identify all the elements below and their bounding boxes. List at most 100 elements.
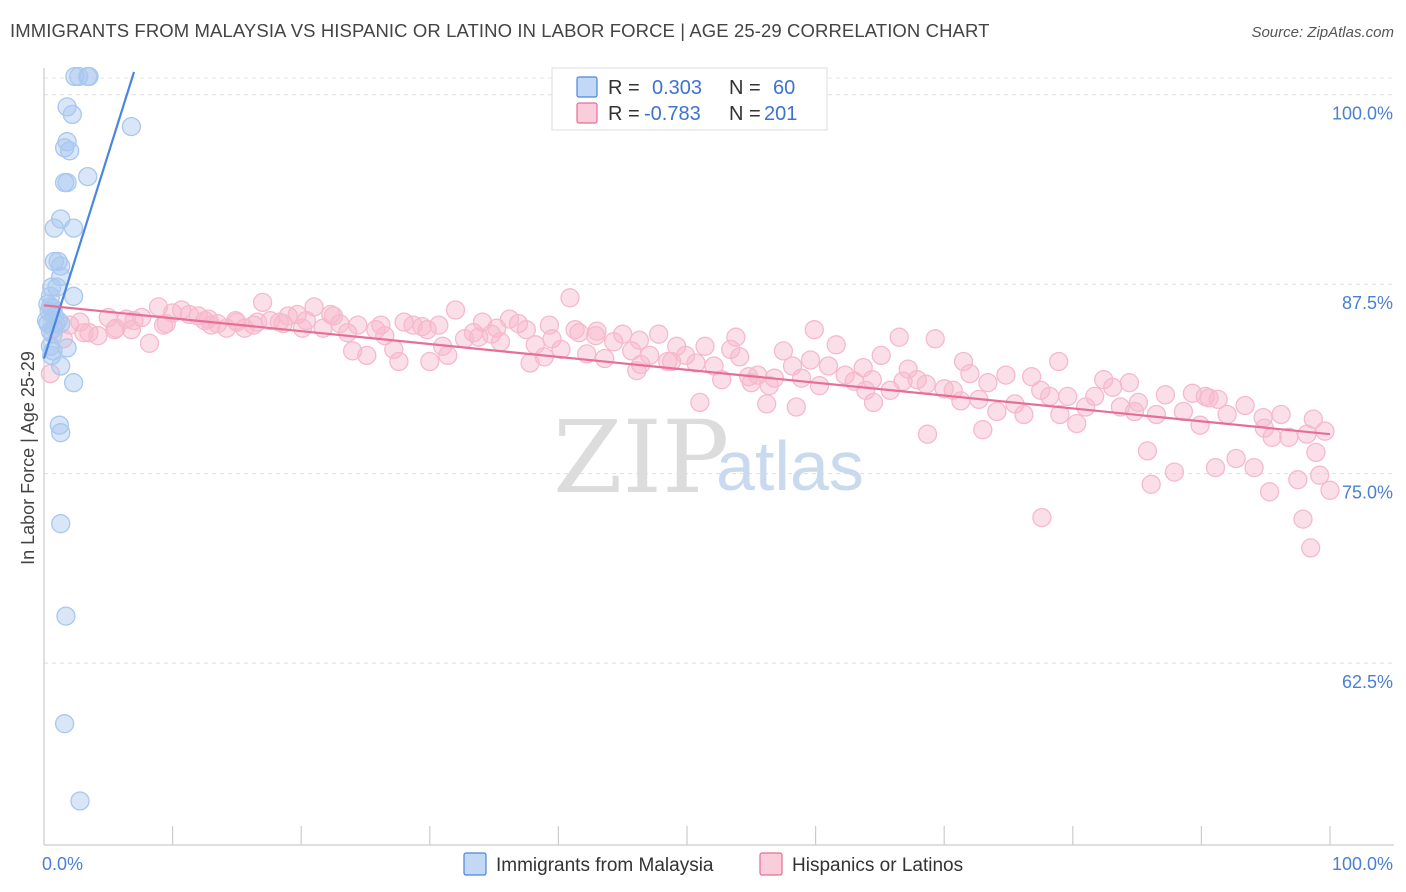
x-tick-label-min: 0.0%	[42, 854, 83, 874]
hispanic-point	[565, 320, 585, 340]
hispanic-point	[695, 336, 715, 356]
hispanic-point	[629, 330, 650, 350]
legend-n-label-hispanic: N =	[729, 103, 761, 125]
legend-box	[551, 67, 828, 131]
hispanic-point	[1137, 441, 1158, 461]
data-points	[36, 66, 1340, 811]
malaysia-point	[51, 514, 71, 534]
bottom-legend-swatch-hispanic	[759, 852, 783, 876]
hispanic-point	[1226, 448, 1246, 469]
malaysia-point	[57, 338, 77, 358]
hispanic-point	[676, 345, 696, 366]
hispanic-point	[987, 401, 1007, 422]
malaysia-point	[62, 104, 82, 125]
hispanic-point	[1320, 480, 1340, 500]
malaysia-point	[51, 356, 71, 376]
hispanic-point	[252, 292, 273, 313]
hispanic-point	[757, 394, 777, 414]
hispanic-point	[417, 320, 437, 340]
hispanic-point	[342, 341, 363, 361]
hispanic-point	[730, 347, 750, 367]
hispanic-point	[1032, 507, 1052, 528]
hispanic-point	[1195, 386, 1215, 407]
hispanic-point	[1303, 409, 1323, 429]
hispanic-point	[445, 300, 466, 320]
hispanic-point	[1021, 367, 1042, 387]
hispanic-point	[595, 348, 615, 369]
hispanic-point	[661, 351, 682, 372]
legend-r-value-malaysia: 0.303	[652, 77, 702, 99]
hispanic-point	[791, 368, 812, 388]
hispanic-point	[871, 345, 891, 366]
malaysia-point	[51, 423, 71, 443]
malaysia-point	[70, 791, 90, 811]
hispanic-point	[1014, 404, 1034, 425]
hispanic-point	[916, 374, 936, 394]
hispanic-point	[1040, 386, 1060, 407]
hispanic-point	[1271, 404, 1291, 425]
hispanic-point	[357, 345, 377, 366]
hispanic-point	[1205, 457, 1226, 478]
hispanic-point	[1293, 509, 1313, 529]
hispanic-point	[516, 320, 536, 340]
malaysia-trend-line	[42, 71, 136, 359]
hispanic-point	[389, 351, 409, 372]
malaysia-point	[60, 141, 80, 161]
bottom-legend-label-hispanic: Hispanics or Latinos	[792, 855, 963, 876]
hispanic-point	[1235, 395, 1255, 416]
hispanic-point	[809, 376, 830, 396]
hispanic-point	[953, 351, 974, 372]
chart-title: IMMIGRANTS FROM MALAYSIA VS HISPANIC OR …	[10, 20, 990, 41]
hispanic-point	[292, 318, 313, 338]
hispanic-point	[826, 335, 846, 355]
hispanic-point	[348, 315, 368, 335]
hispanic-point	[1259, 482, 1280, 502]
malaysia-point	[43, 324, 63, 344]
hispanic-point	[371, 315, 391, 335]
hispanic-point	[560, 288, 580, 308]
hispanic-point	[996, 365, 1016, 385]
malaysia-point	[78, 166, 98, 187]
hispanic-point	[1085, 386, 1105, 407]
hispanic-point	[773, 341, 794, 361]
malaysia-point	[63, 286, 84, 306]
hispanic-point	[1119, 373, 1140, 393]
hispanic-point	[551, 339, 571, 360]
hispanic-point	[1058, 386, 1078, 407]
source-credit: Source: ZipAtlas.com	[1251, 24, 1394, 41]
hispanic-point	[943, 380, 963, 400]
x-tick-labels: 0.0% 100.0%	[42, 854, 1393, 874]
hispanic-point	[726, 327, 746, 347]
hispanic-point	[420, 351, 440, 372]
hispanic-point	[412, 316, 432, 337]
malaysia-point	[54, 714, 75, 734]
legend-r-value-hispanic: -0.783	[644, 103, 701, 125]
malaysia-point	[79, 66, 99, 87]
malaysia-point	[49, 415, 70, 435]
legend-swatch-hispanic	[576, 102, 598, 124]
hispanic-point	[786, 397, 806, 417]
hispanic-point	[88, 326, 108, 346]
y-tick-label: 87.5%	[1342, 293, 1393, 313]
hispanic-point	[1049, 351, 1069, 372]
hispanic-point	[1155, 385, 1176, 405]
malaysia-point	[51, 256, 71, 276]
watermark: ZIP atlas	[553, 399, 864, 516]
hispanic-point	[1103, 377, 1123, 397]
hispanic-point	[951, 391, 971, 411]
hispanic-point	[105, 320, 125, 340]
hispanic-point	[712, 370, 732, 390]
hispanic-trend-line	[43, 304, 1331, 436]
hispanic-point	[1306, 442, 1326, 463]
hispanic-point	[429, 315, 449, 335]
bottom-legend-label-malaysia: Immigrants from Malaysia	[496, 855, 714, 876]
legend-n-value-malaysia: 60	[773, 77, 795, 99]
hispanic-point	[978, 373, 998, 393]
y-tick-label: 75.0%	[1342, 483, 1393, 503]
hispanic-point	[613, 324, 633, 344]
bottom-legend: Immigrants from Malaysia Hispanics or La…	[463, 852, 963, 876]
hispanic-point	[74, 323, 94, 343]
hispanic-point	[622, 341, 642, 361]
hispanic-point	[960, 363, 980, 384]
